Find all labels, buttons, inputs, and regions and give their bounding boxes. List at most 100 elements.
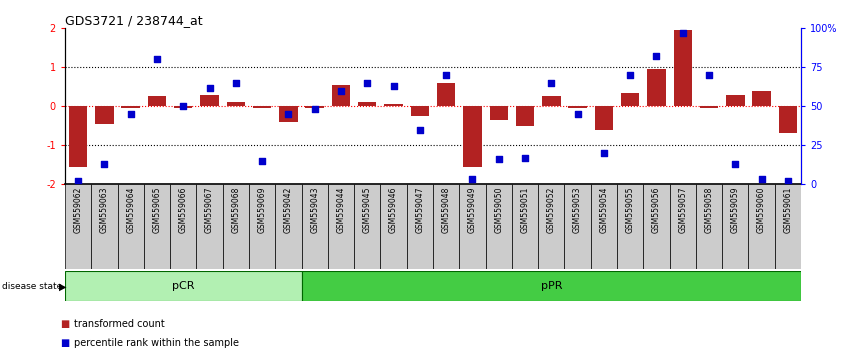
Point	[754, 177, 768, 182]
Text: GSM559057: GSM559057	[678, 187, 688, 233]
Bar	[380, 184, 407, 269]
Text: GSM559045: GSM559045	[363, 187, 372, 233]
Point	[702, 72, 716, 78]
Bar	[489, 106, 508, 120]
Bar	[617, 184, 643, 269]
Bar	[512, 184, 538, 269]
Text: percentile rank within the sample: percentile rank within the sample	[74, 338, 239, 348]
Bar	[118, 184, 144, 269]
Point	[518, 155, 532, 160]
Point	[413, 127, 427, 132]
Bar	[223, 184, 249, 269]
Point	[386, 83, 400, 89]
Text: GSM559046: GSM559046	[389, 187, 398, 233]
Bar	[779, 106, 797, 133]
Text: GSM559053: GSM559053	[573, 187, 582, 233]
Bar	[722, 184, 748, 269]
Bar	[306, 106, 324, 108]
Bar	[249, 184, 275, 269]
Text: GSM559058: GSM559058	[705, 187, 714, 233]
Text: GSM559060: GSM559060	[757, 187, 766, 233]
Text: GSM559048: GSM559048	[442, 187, 450, 233]
Point	[650, 53, 663, 59]
Bar	[463, 106, 481, 167]
Bar	[437, 83, 456, 106]
Text: GSM559062: GSM559062	[74, 187, 82, 233]
Bar	[170, 184, 197, 269]
Bar	[538, 184, 565, 269]
Bar	[433, 184, 459, 269]
Bar	[148, 97, 166, 106]
Text: pCR: pCR	[172, 281, 195, 291]
Bar	[516, 106, 534, 126]
Bar	[65, 184, 91, 269]
Point	[124, 111, 138, 117]
Bar	[565, 184, 591, 269]
Text: GSM559061: GSM559061	[784, 187, 792, 233]
Point	[255, 158, 269, 164]
Text: GSM559050: GSM559050	[494, 187, 503, 233]
Point	[439, 72, 453, 78]
Text: GSM559064: GSM559064	[126, 187, 135, 233]
Bar	[726, 95, 745, 106]
Bar	[591, 184, 617, 269]
Bar	[65, 271, 301, 301]
Text: GSM559063: GSM559063	[100, 187, 109, 233]
Bar	[748, 184, 775, 269]
Text: GSM559052: GSM559052	[546, 187, 556, 233]
Point	[675, 30, 689, 36]
Bar	[542, 97, 560, 106]
Bar	[301, 271, 801, 301]
Point	[466, 177, 480, 182]
Text: GSM559044: GSM559044	[337, 187, 346, 233]
Point	[98, 161, 112, 167]
Bar	[753, 91, 771, 106]
Bar	[595, 106, 613, 130]
Text: GSM559054: GSM559054	[599, 187, 609, 233]
Bar	[200, 95, 219, 106]
Bar	[407, 184, 433, 269]
Bar	[275, 184, 301, 269]
Bar	[279, 106, 298, 122]
Bar	[328, 184, 354, 269]
Point	[545, 80, 559, 86]
Bar	[332, 85, 350, 106]
Bar	[410, 106, 429, 116]
Point	[229, 80, 242, 86]
Bar	[91, 184, 118, 269]
Bar	[700, 106, 718, 108]
Bar	[459, 184, 486, 269]
Text: GSM559043: GSM559043	[310, 187, 320, 233]
Bar	[621, 93, 639, 106]
Text: GSM559068: GSM559068	[231, 187, 241, 233]
Point	[203, 85, 216, 90]
Text: GSM559047: GSM559047	[416, 187, 424, 233]
Bar	[197, 184, 223, 269]
Bar	[354, 184, 380, 269]
Text: GSM559051: GSM559051	[520, 187, 529, 233]
Point	[334, 88, 348, 93]
Bar	[358, 102, 377, 106]
Point	[71, 178, 85, 184]
Bar	[121, 106, 140, 108]
Bar	[568, 106, 587, 108]
Point	[492, 156, 506, 162]
Point	[281, 111, 295, 117]
Bar	[647, 69, 666, 106]
Point	[781, 178, 795, 184]
Text: GSM559056: GSM559056	[652, 187, 661, 233]
Bar	[95, 106, 113, 124]
Text: ▶: ▶	[59, 282, 67, 292]
Point	[571, 111, 585, 117]
Bar	[643, 184, 669, 269]
Text: GSM559049: GSM559049	[468, 187, 477, 233]
Bar	[696, 184, 722, 269]
Text: ■: ■	[61, 338, 70, 348]
Text: GSM559059: GSM559059	[731, 187, 740, 233]
Text: GSM559065: GSM559065	[152, 187, 161, 233]
Text: GSM559055: GSM559055	[625, 187, 635, 233]
Bar	[144, 184, 170, 269]
Text: GSM559069: GSM559069	[257, 187, 267, 233]
Bar	[674, 30, 692, 106]
Text: pPR: pPR	[540, 281, 562, 291]
